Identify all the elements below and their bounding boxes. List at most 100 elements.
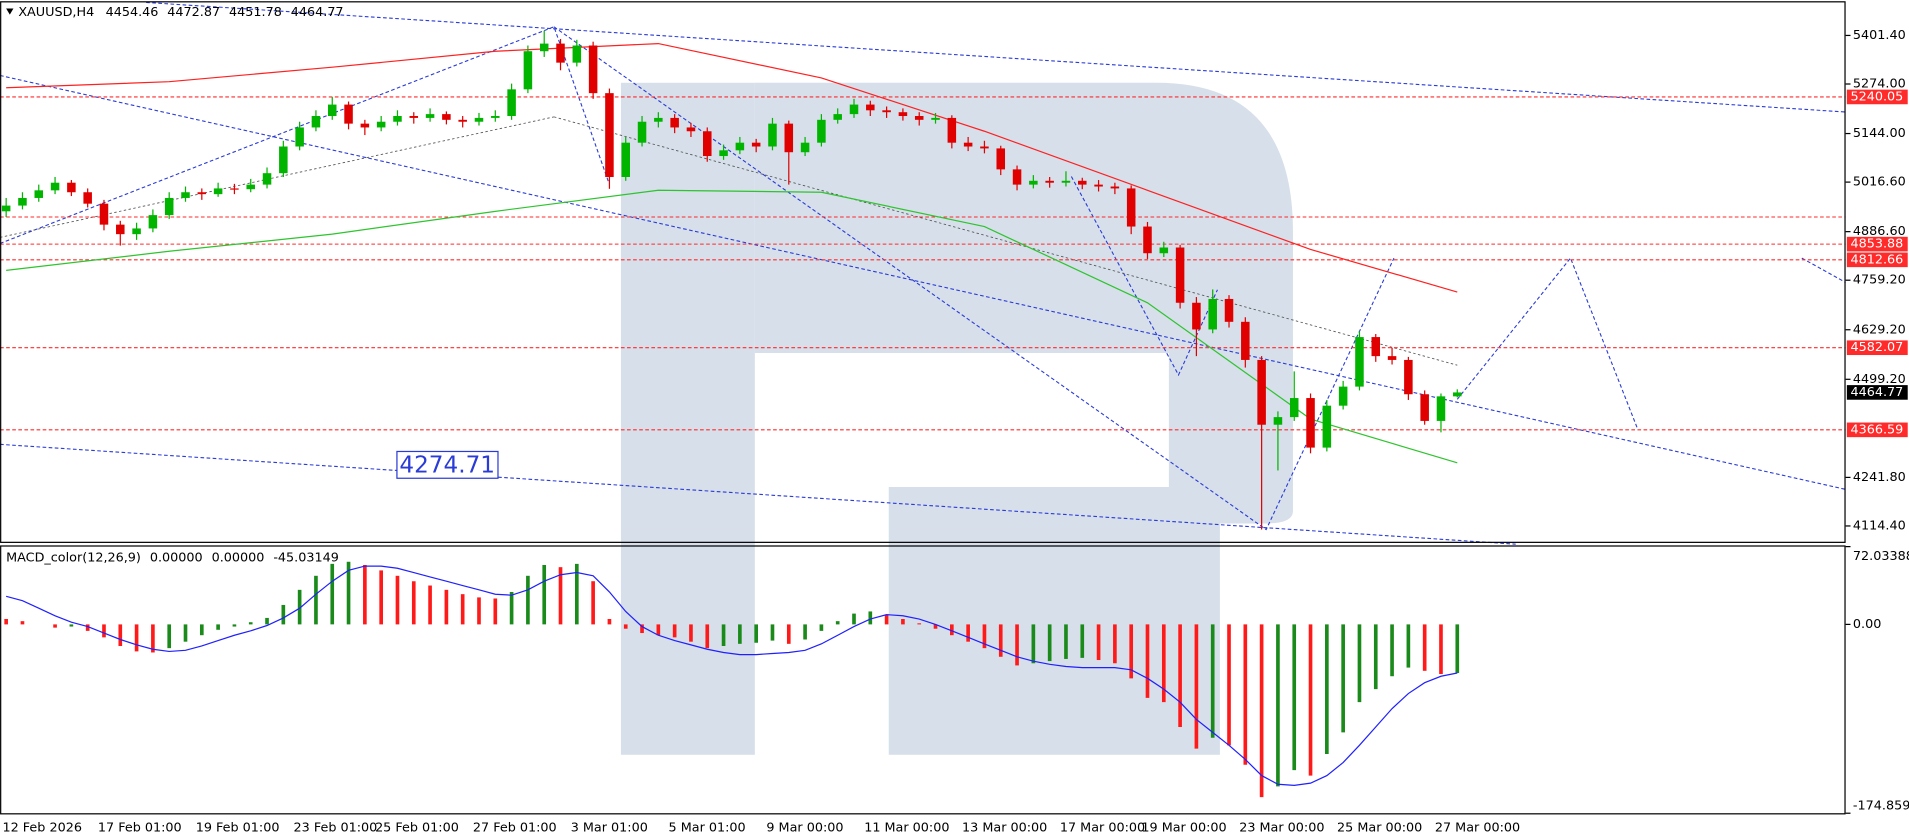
candle-body xyxy=(588,45,598,94)
candle-body xyxy=(1371,337,1381,357)
candle-body xyxy=(442,114,451,120)
trendlines xyxy=(0,1,1846,545)
candle-body xyxy=(1078,180,1087,185)
x-tick-label: 25 Mar 00:00 xyxy=(1337,820,1422,835)
candle-body xyxy=(1143,226,1152,254)
candle-body xyxy=(34,190,44,198)
candle-body xyxy=(1159,247,1169,254)
price-header: XAUUSD,H4 4454.46 4472.87 4451.78 4464.7… xyxy=(6,5,344,20)
x-tick-label: 25 Feb 01:00 xyxy=(375,820,459,835)
level-label: 4366.59 xyxy=(1851,422,1904,437)
candle-body xyxy=(637,121,647,143)
candle-body xyxy=(1224,298,1234,322)
candle-body xyxy=(719,150,728,157)
x-tick-label: 13 Mar 00:00 xyxy=(962,820,1047,835)
x-tick-label: 19 Feb 01:00 xyxy=(196,820,280,835)
candle-body xyxy=(1192,302,1201,330)
candle-body xyxy=(1208,298,1217,330)
header: XAUUSD,H4 4454.46 4472.87 4451.78 4464.7… xyxy=(18,5,343,20)
candle-body xyxy=(474,117,484,122)
x-tick-label: 3 Mar 01:00 xyxy=(571,820,648,835)
candle-body xyxy=(751,142,761,147)
macd-value: 0.00000 xyxy=(150,550,203,565)
candle-body xyxy=(784,123,794,153)
y-tick-label: 4499.20 xyxy=(1853,372,1906,387)
candle-body xyxy=(295,127,304,147)
y-tick-label: -174.85984 xyxy=(1853,798,1909,813)
candle-body xyxy=(230,188,239,190)
candle-body xyxy=(458,119,467,122)
x-tick-label: 5 Mar 01:00 xyxy=(669,820,746,835)
x-tick-label: 23 Feb 01:00 xyxy=(294,820,378,835)
candle-body xyxy=(914,116,924,120)
y-tick-label: 4241.80 xyxy=(1853,470,1906,485)
candle-body xyxy=(1061,180,1071,183)
candle-body xyxy=(116,224,125,235)
x-tick-label: 23 Mar 00:00 xyxy=(1239,820,1324,835)
low: 4451.78 xyxy=(229,5,282,20)
macd-frame xyxy=(0,545,1846,815)
level-label: 4812.66 xyxy=(1851,252,1904,267)
y-tick-label: 5274.00 xyxy=(1853,76,1906,91)
candle-body xyxy=(1453,392,1462,397)
level-label-bg xyxy=(1846,340,1908,356)
price-panel: 5401.40 5274.00 5144.00 5016.60 4886.60 4759.… xyxy=(0,28,1908,533)
y-tick-label: 5016.60 xyxy=(1853,175,1906,190)
candle-body xyxy=(1289,398,1299,418)
candle-body xyxy=(1,205,11,212)
candle-body xyxy=(1306,398,1315,448)
candle-body xyxy=(425,114,435,118)
candle-body xyxy=(833,114,842,120)
candle-body xyxy=(686,127,696,132)
last-price-bg xyxy=(1846,385,1908,400)
candle-body xyxy=(376,121,386,128)
watermark xyxy=(620,82,1293,755)
macd-signal-value: -45.03149 xyxy=(273,550,339,565)
x-tick-label: 17 Feb 01:00 xyxy=(98,820,182,835)
candle-body xyxy=(670,117,679,128)
x-tick-label: 27 Feb 01:00 xyxy=(473,820,557,835)
candle-body xyxy=(1404,359,1413,395)
candle-body xyxy=(882,110,891,113)
macd-title: MACD_color(12,26,9) xyxy=(6,550,141,565)
candle-body xyxy=(947,117,957,143)
candle-body xyxy=(262,173,272,185)
candle-body xyxy=(621,142,630,177)
candle-body xyxy=(50,182,60,191)
moving-average xyxy=(6,189,1458,464)
candle-body xyxy=(491,116,500,118)
candle-body xyxy=(132,228,141,235)
candle-body xyxy=(1126,188,1136,227)
candle-body xyxy=(654,117,663,122)
x-tick-label: 11 Mar 00:00 xyxy=(864,820,949,835)
candle-body xyxy=(1355,337,1364,387)
level-label: 4853.88 xyxy=(1851,237,1904,252)
candle-body xyxy=(1029,180,1038,185)
candle-body xyxy=(817,119,826,143)
candle-body xyxy=(18,197,27,206)
candle-body xyxy=(1110,186,1120,189)
y-tick-label: 4114.40 xyxy=(1853,518,1906,533)
candle-body xyxy=(1094,184,1103,187)
y-tick-label: 5144.00 xyxy=(1853,126,1906,141)
candle-body xyxy=(148,215,158,229)
y-tick-label: 4629.20 xyxy=(1853,322,1906,337)
last-price: 4464.77 xyxy=(1851,385,1904,400)
level-label: 4582.07 xyxy=(1851,340,1904,355)
candle-body xyxy=(327,104,337,117)
candle-body xyxy=(99,203,109,225)
candle-body xyxy=(1241,321,1250,360)
candle-body xyxy=(572,45,582,63)
candle-body xyxy=(360,123,370,128)
price-frame xyxy=(0,1,1846,543)
x-tick-label: 9 Mar 00:00 xyxy=(766,820,843,835)
candle-body xyxy=(1012,169,1022,185)
x-tick-label: 17 Mar 00:00 xyxy=(1060,820,1145,835)
candle-body xyxy=(963,142,973,147)
candle-body xyxy=(898,112,908,117)
candle-body xyxy=(735,142,745,151)
candle-body xyxy=(507,89,516,117)
candle-body xyxy=(246,184,255,190)
